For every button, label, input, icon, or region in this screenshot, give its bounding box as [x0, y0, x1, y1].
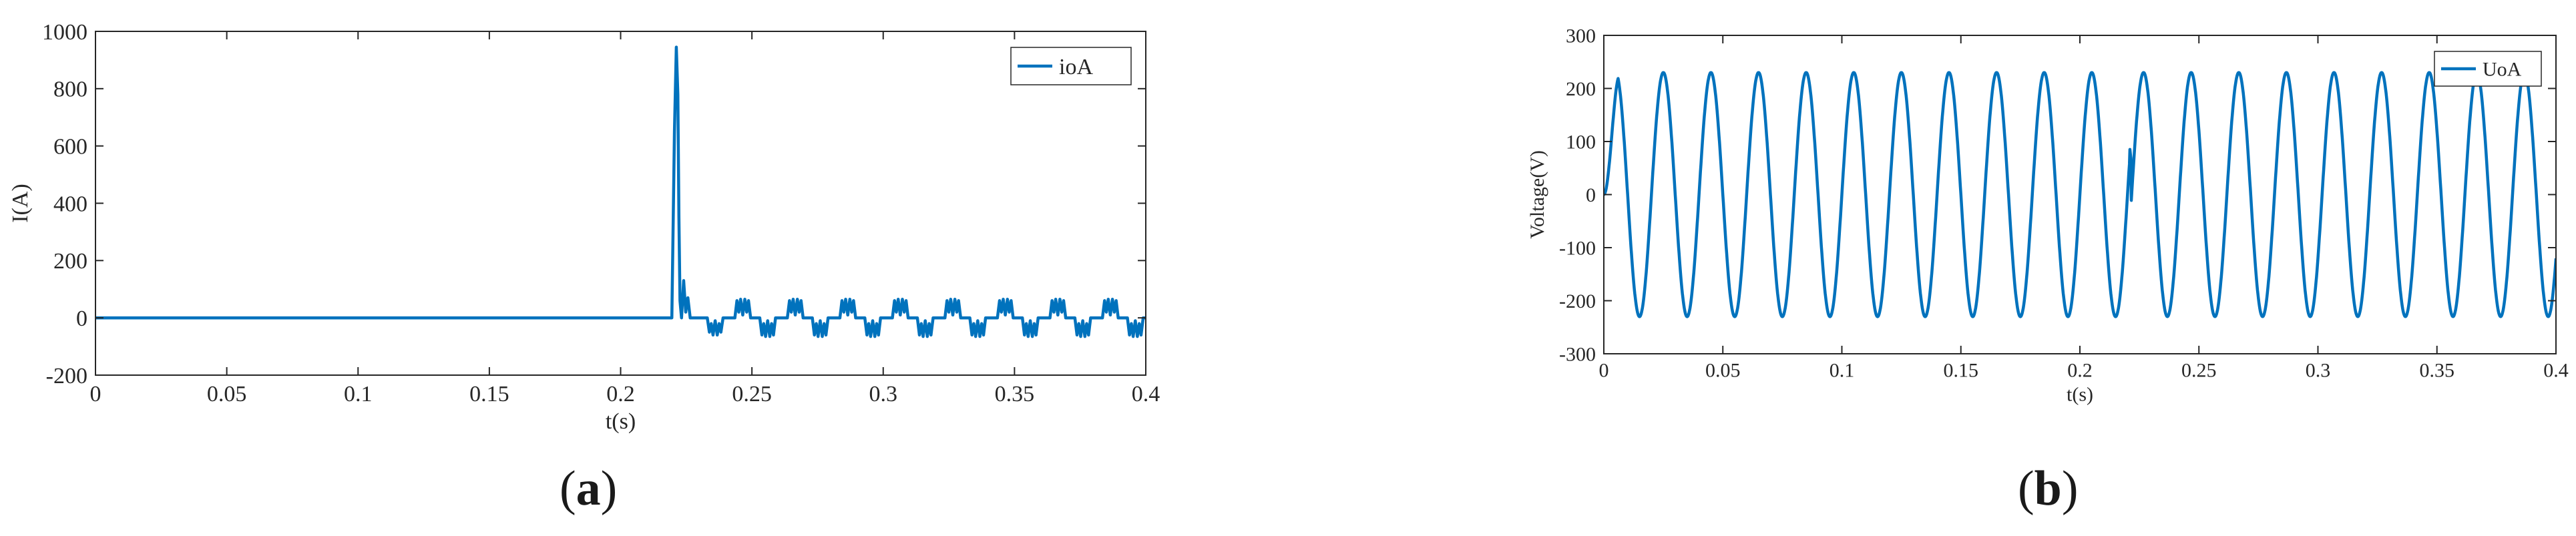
y-tick-label: 0 — [1586, 184, 1596, 206]
x-axis-label: t(s) — [606, 409, 636, 434]
x-tick-label: 0 — [90, 382, 101, 407]
y-tick-label: 600 — [53, 135, 87, 160]
x-tick-label: 0.4 — [1132, 382, 1160, 407]
x-tick-label: 0.4 — [2543, 360, 2569, 382]
y-axis-label: Voltage(V) — [1526, 150, 1548, 239]
y-tick-label: 200 — [1566, 78, 1596, 100]
y-tick-label: 800 — [53, 77, 87, 102]
y-tick-label: -200 — [1559, 290, 1596, 312]
x-tick-label: 0.05 — [1705, 360, 1741, 382]
x-tick-label: 0.1 — [344, 382, 373, 407]
x-tick-label: 0.35 — [995, 382, 1035, 407]
y-tick-label: 300 — [1566, 25, 1596, 47]
plot-frame — [95, 31, 1146, 376]
series-line-ioA — [95, 45, 1146, 338]
y-axis-label: I(A) — [8, 184, 33, 223]
legend-label-UoA: UoA — [2483, 59, 2522, 81]
x-tick-label: 0.35 — [2420, 360, 2455, 382]
x-tick-label: 0.3 — [869, 382, 898, 407]
chart-current: 0 0.05 0.1 0.15 0.2 0.25 0.3 0.35 0.4-2000200400… — [8, 20, 1160, 434]
panel-label-a: (a) — [560, 461, 618, 516]
y-tick-label: 100 — [1566, 131, 1596, 154]
x-tick-label: 0 — [1599, 360, 1609, 382]
x-tick-label: 0.2 — [2067, 360, 2093, 382]
legend-label-ioA: ioA — [1059, 55, 1093, 79]
x-tick-label: 0.25 — [2181, 360, 2217, 382]
y-tick-label: 0 — [76, 306, 87, 331]
y-tick-label: 1000 — [42, 20, 87, 45]
x-axis-label: t(s) — [2067, 384, 2093, 406]
series-line-UoA — [1604, 71, 2556, 318]
panel-label-b: (b) — [2018, 461, 2079, 516]
x-tick-label: 0.15 — [469, 382, 509, 407]
y-tick-label: 200 — [53, 249, 87, 274]
x-tick-label: 0.1 — [1830, 360, 1855, 382]
x-tick-label: 0.15 — [1944, 360, 1979, 382]
y-tick-label: -200 — [46, 364, 87, 388]
y-tick-label: 400 — [53, 192, 87, 216]
y-tick-label: -100 — [1559, 238, 1596, 260]
x-tick-label: 0.3 — [2306, 360, 2331, 382]
y-tick-label: -300 — [1559, 344, 1596, 366]
x-tick-label: 0.05 — [207, 382, 247, 407]
chart-voltage: 0 0.05 0.1 0.15 0.2 0.25 0.3 0.35 0.4 -300 -200 -10… — [1526, 25, 2569, 406]
x-tick-label: 0.25 — [732, 382, 772, 407]
x-tick-label: 0.2 — [606, 382, 635, 407]
